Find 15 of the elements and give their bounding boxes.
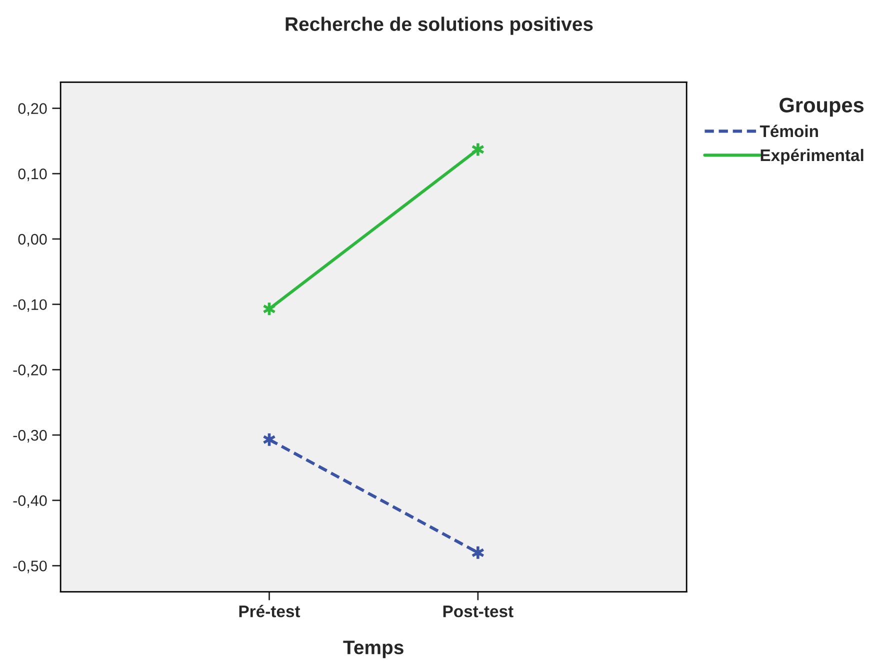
legend-label: Témoin (760, 124, 818, 138)
x-tick-label: Post-test (443, 606, 514, 618)
x-tick-label: Pré-test (239, 604, 300, 618)
chart-title: Recherche de solutions positives (286, 16, 593, 35)
y-tick-label: -0,20 (13, 364, 47, 378)
y-tick-label: -0,50 (13, 560, 47, 574)
legend-label: Expérimental (760, 148, 864, 164)
y-tick-label: -0,40 (13, 495, 47, 508)
y-tick-label: -0,10 (13, 299, 47, 312)
y-tick-label: 0,20 (18, 103, 47, 116)
y-tick-label: 0,10 (18, 168, 47, 182)
y-tick-label: -0,30 (13, 430, 47, 443)
legend-title: Groupes (780, 98, 864, 117)
y-tick-label: 0,00 (18, 234, 47, 246)
x-axis-title: Temps (343, 640, 404, 658)
